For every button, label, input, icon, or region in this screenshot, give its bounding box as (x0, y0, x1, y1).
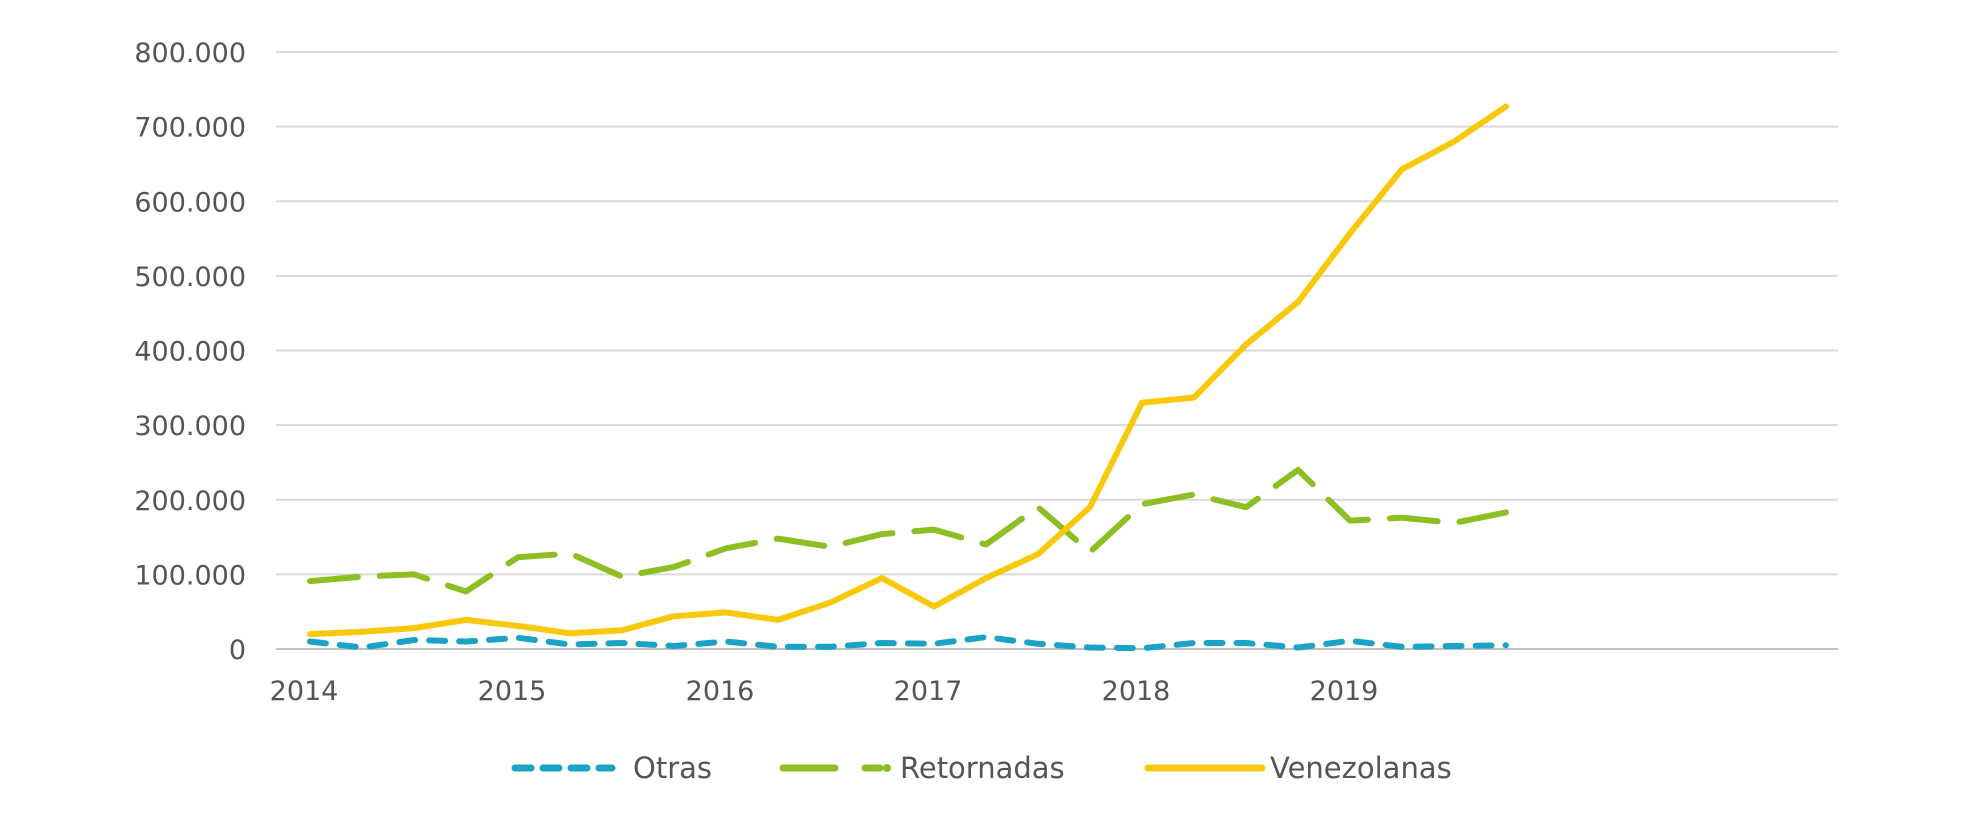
y-tick-label: 300.000 (134, 411, 246, 442)
gridlines (276, 51, 1838, 576)
y-tick-label: 600.000 (134, 187, 246, 218)
y-tick-label: 200.000 (134, 486, 246, 517)
x-tick-label: 2014 (270, 676, 339, 707)
x-tick-label: 2019 (1310, 676, 1379, 707)
series-lines (307, 103, 1509, 652)
y-axis-tick-labels: 0 100.000 200.000 300.000 400.000 500.000 600.… (134, 38, 246, 666)
y-tick-label: 700.000 (134, 113, 246, 144)
legend-label-otras: Otras (633, 751, 712, 785)
y-tick-label: 100.000 (134, 560, 246, 591)
x-axis-tick-labels: 2014 2015 2016 2017 2018 2019 (270, 676, 1379, 707)
x-tick-label: 2015 (478, 676, 547, 707)
legend: Otras Retornadas Venezolanas (511, 751, 1452, 785)
series-line-venezolanas (307, 103, 1509, 638)
y-tick-label: 0 (229, 635, 246, 666)
series-line-otras (307, 634, 1509, 652)
x-tick-label: 2018 (1102, 676, 1171, 707)
x-tick-label: 2017 (894, 676, 963, 707)
y-tick-label: 500.000 (134, 262, 246, 293)
legend-swatch-dot (883, 764, 891, 772)
y-tick-label: 800.000 (134, 38, 246, 69)
y-tick-label: 400.000 (134, 337, 246, 368)
series-line-retornadas (307, 466, 1509, 595)
legend-label-retornadas: Retornadas (900, 751, 1065, 785)
legend-label-venezolanas: Venezolanas (1270, 751, 1452, 785)
x-tick-label: 2016 (686, 676, 755, 707)
